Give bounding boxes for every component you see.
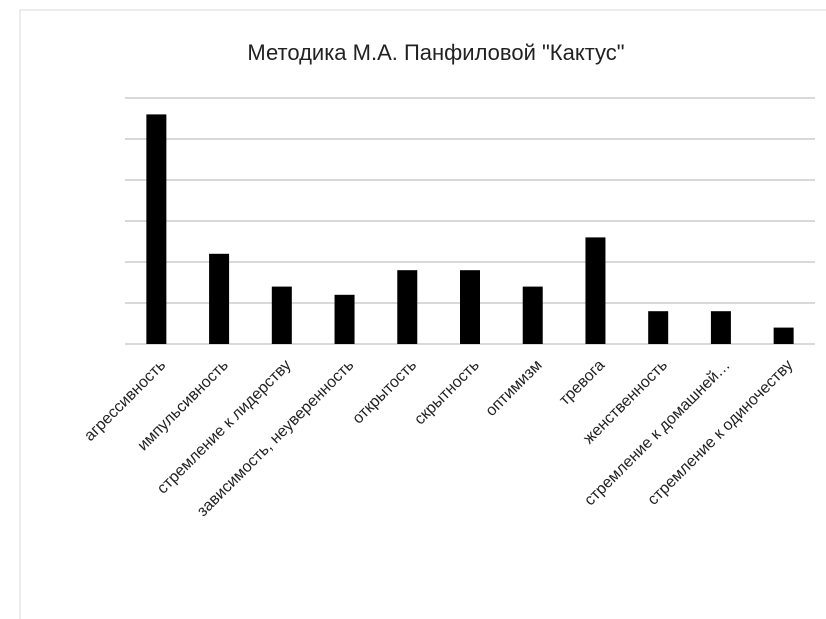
bar — [271, 286, 292, 344]
bar — [209, 253, 230, 344]
bar — [522, 286, 543, 344]
bar — [397, 270, 418, 344]
bar — [460, 270, 480, 344]
bar — [585, 237, 606, 344]
bar — [773, 327, 794, 344]
chart-title: Методика М.А. Панфиловой "Кактус" — [247, 40, 624, 65]
bar — [334, 294, 355, 344]
bar — [648, 311, 669, 344]
bar — [710, 311, 731, 344]
chart-frame — [19, 9, 826, 619]
bar — [146, 114, 167, 345]
